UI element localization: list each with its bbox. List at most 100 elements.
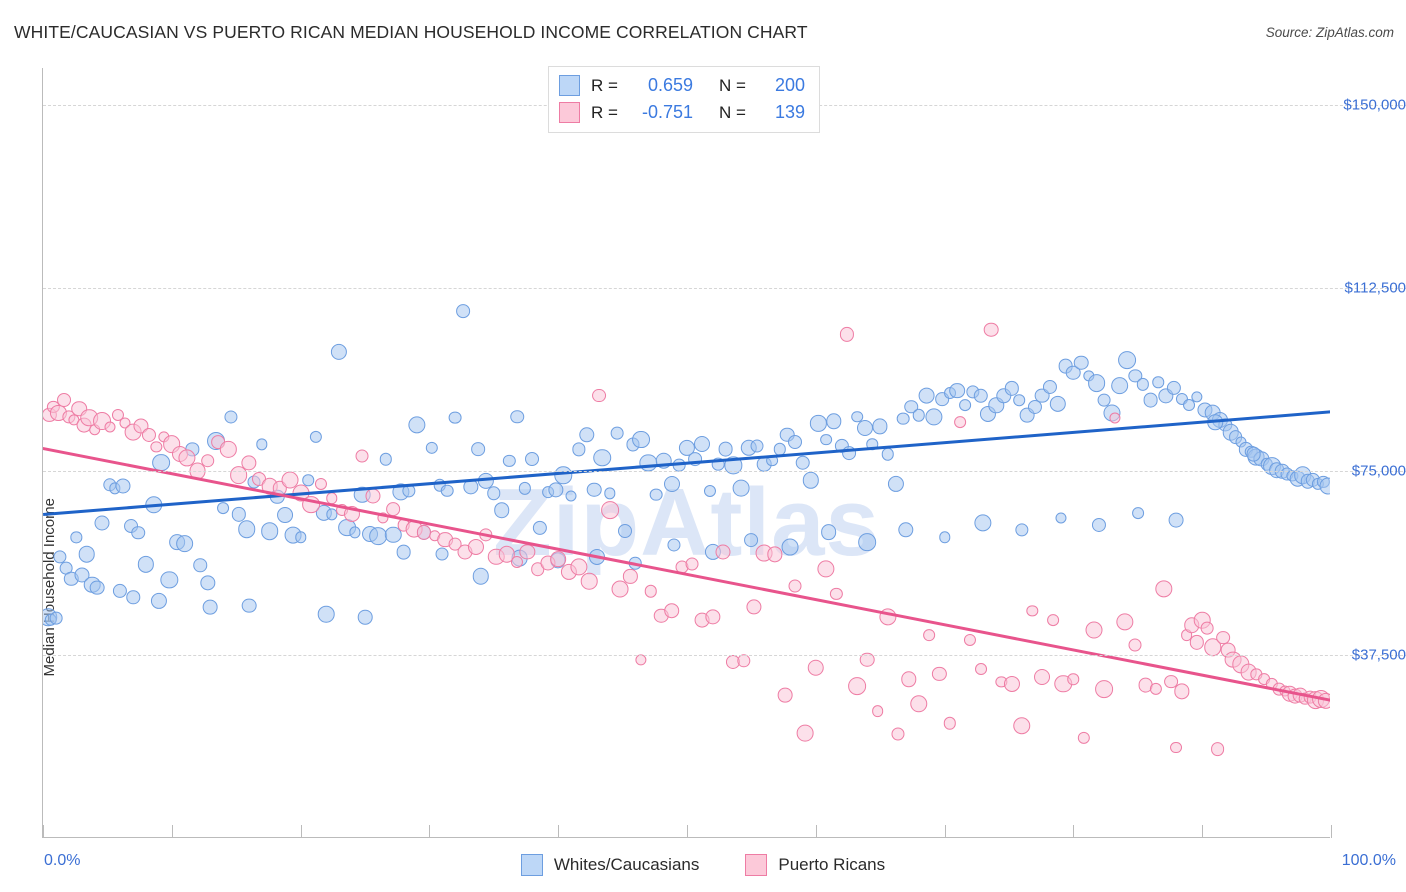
- scatter-point: [705, 609, 721, 625]
- scatter-point: [115, 478, 131, 494]
- scatter-point: [1200, 621, 1214, 635]
- scatter-point: [1043, 380, 1058, 395]
- scatter-point: [848, 677, 866, 696]
- scatter-point: [315, 477, 328, 490]
- scatter-point: [788, 579, 802, 593]
- scatter-point: [425, 441, 439, 455]
- scatter-point: [365, 488, 381, 504]
- scatter-point: [718, 441, 734, 457]
- scatter-point: [70, 531, 83, 543]
- scatter-point: [357, 609, 373, 625]
- scatter-point: [879, 608, 897, 626]
- scatter-point: [260, 522, 279, 540]
- scatter-point: [1166, 381, 1181, 396]
- scatter-point: [503, 454, 516, 467]
- scatter-point: [604, 487, 616, 500]
- scatter-point: [746, 599, 762, 615]
- scatter-point: [510, 555, 524, 568]
- scatter-point: [1015, 523, 1029, 537]
- scatter-point: [954, 416, 966, 429]
- scatter-point: [256, 438, 268, 451]
- plot-canvas: ZipAtlas: [43, 68, 1330, 837]
- scatter-point: [1170, 741, 1183, 754]
- scatter-point: [448, 411, 462, 424]
- scatter-point: [1207, 414, 1223, 431]
- scatter-point: [618, 523, 633, 538]
- scatter-point: [781, 538, 799, 556]
- scatter-point: [820, 524, 837, 541]
- x-axis-tick: [300, 825, 302, 838]
- scatter-point: [231, 507, 246, 522]
- scatter-point: [137, 556, 155, 573]
- scatter-point: [193, 558, 207, 572]
- scatter-point: [150, 441, 162, 453]
- scatter-point: [1154, 579, 1173, 598]
- scatter-point: [200, 575, 216, 591]
- legend-swatch-w: [559, 75, 580, 96]
- scatter-point: [732, 480, 750, 497]
- scatter-point: [493, 502, 510, 519]
- scatter-point: [649, 488, 663, 502]
- scatter-point: [150, 592, 167, 609]
- scatter-point: [788, 435, 803, 449]
- scatter-point: [900, 671, 917, 687]
- gridline: [43, 654, 1406, 656]
- scatter-point: [1085, 621, 1103, 639]
- scatter-point: [217, 502, 230, 514]
- gridline: [43, 288, 1406, 289]
- scatter-point: [766, 454, 778, 467]
- scatter-point: [455, 304, 470, 318]
- scatter-point: [943, 716, 956, 730]
- y-axis-tick-label: $150,000: [1343, 96, 1406, 114]
- series-legend-label: Whites/Caucasians: [553, 855, 700, 874]
- scatter-point: [152, 453, 171, 472]
- gridline: [43, 471, 1406, 473]
- scatter-point: [1013, 394, 1026, 407]
- scatter-point: [611, 426, 624, 440]
- scatter-point: [974, 663, 987, 676]
- scatter-point: [294, 531, 307, 544]
- correlation-legend-row: R = 0.659 N = 200: [559, 73, 805, 98]
- scatter-point: [910, 694, 928, 713]
- scatter-point: [578, 426, 595, 443]
- scatter-point: [817, 560, 835, 578]
- series-legend-item[interactable]: Puerto Ricans: [745, 854, 885, 876]
- scatter-point: [600, 501, 619, 520]
- scatter-point: [533, 520, 548, 535]
- scatter-point: [396, 544, 411, 560]
- scatter-point: [923, 629, 936, 641]
- scatter-point: [959, 399, 972, 412]
- scatter-point: [1136, 378, 1150, 391]
- scatter-point: [498, 546, 515, 563]
- scatter-point: [639, 453, 658, 472]
- correlation-legend-row: R = -0.751 N = 139: [559, 100, 805, 125]
- scatter-point: [1097, 394, 1111, 407]
- scatter-point: [325, 492, 338, 504]
- scatter-point: [1109, 411, 1121, 424]
- scatter-point: [685, 557, 699, 571]
- series-swatch-p: [745, 854, 768, 876]
- x-axis-tick: [815, 825, 817, 838]
- scatter-point: [925, 407, 943, 426]
- scatter-point: [611, 580, 629, 598]
- scatter-point: [744, 532, 759, 547]
- scatter-point: [983, 322, 999, 337]
- scatter-point: [1246, 446, 1262, 462]
- scatter-point: [386, 502, 401, 517]
- scatter-point: [872, 418, 888, 434]
- scatter-point: [241, 454, 257, 471]
- r-value: 0.659: [647, 75, 693, 95]
- scatter-point: [1173, 683, 1190, 699]
- series-legend-item[interactable]: Whites/Caucasians: [520, 854, 700, 876]
- x-axis-tick: [171, 825, 173, 838]
- scatter-point: [592, 388, 607, 403]
- scatter-point: [201, 453, 215, 468]
- scatter-point: [820, 433, 832, 446]
- scatter-point: [145, 495, 163, 514]
- scatter-point: [839, 327, 854, 342]
- scatter-point: [94, 515, 110, 531]
- scatter-point: [113, 584, 128, 599]
- scatter-point: [667, 538, 681, 552]
- r-value: -0.751: [641, 102, 693, 122]
- scatter-point: [1189, 635, 1205, 650]
